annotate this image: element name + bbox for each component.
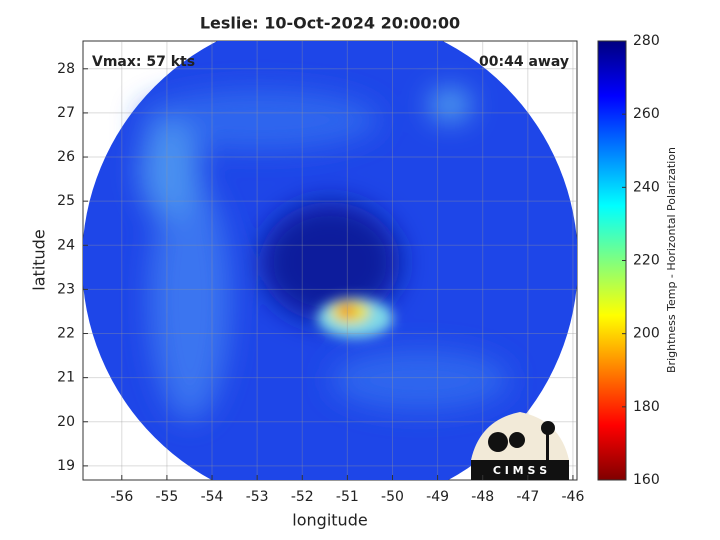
y-tick-label: 20: [57, 414, 75, 430]
colorbar-tick-label: 240: [633, 179, 660, 195]
chart-title: Leslie: 10-Oct-2024 20:00:00: [200, 14, 460, 33]
colorbar-tick-label: 280: [633, 33, 660, 49]
x-tick-label: -47: [516, 489, 539, 505]
x-tick-label: -56: [110, 489, 133, 505]
annotation: Vmax: 57 kts: [92, 54, 195, 70]
logo: C I M S S: [471, 412, 569, 480]
y-tick-label: 22: [57, 326, 75, 342]
x-tick-label: -55: [155, 489, 178, 505]
colorbar-tick-label: 180: [633, 399, 660, 415]
grid: [83, 41, 577, 480]
colorbar-tick-label: 200: [633, 326, 660, 342]
y-tick-label: 28: [57, 61, 75, 77]
y-tick-label: 27: [57, 105, 75, 121]
x-tick-label: -46: [562, 489, 585, 505]
satellite-image: [83, 41, 577, 480]
colorbar-tick-label: 260: [633, 106, 660, 122]
annotation: 00:44 away: [479, 54, 569, 70]
colorbar: [597, 40, 627, 481]
y-tick-label: 19: [57, 458, 75, 474]
colorbar-tick-label: 160: [633, 472, 660, 488]
y-tick-label: 25: [57, 193, 75, 209]
logo-text: C I M S S: [493, 464, 547, 477]
x-tick-label: -48: [471, 489, 494, 505]
y-tick-label: 23: [57, 281, 75, 297]
y-tick-label: 26: [57, 149, 75, 165]
y-tick-label: 24: [57, 237, 75, 253]
x-tick-label: -53: [246, 489, 269, 505]
y-axis-label: latitude: [30, 229, 49, 290]
x-tick-label: -51: [336, 489, 359, 505]
colorbar-tick-label: 220: [633, 253, 660, 269]
y-tick-label: 21: [57, 370, 75, 386]
x-tick-label: -54: [201, 489, 224, 505]
x-tick-label: -52: [291, 489, 314, 505]
x-tick-label: -49: [426, 489, 449, 505]
colorbar-label: Brightness Temp - Horizontal Polarizatio…: [665, 147, 678, 373]
x-tick-label: -50: [381, 489, 404, 505]
x-axis-label: longitude: [292, 511, 367, 530]
